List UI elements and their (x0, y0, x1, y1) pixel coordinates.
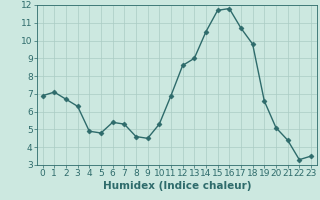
X-axis label: Humidex (Indice chaleur): Humidex (Indice chaleur) (102, 181, 251, 191)
